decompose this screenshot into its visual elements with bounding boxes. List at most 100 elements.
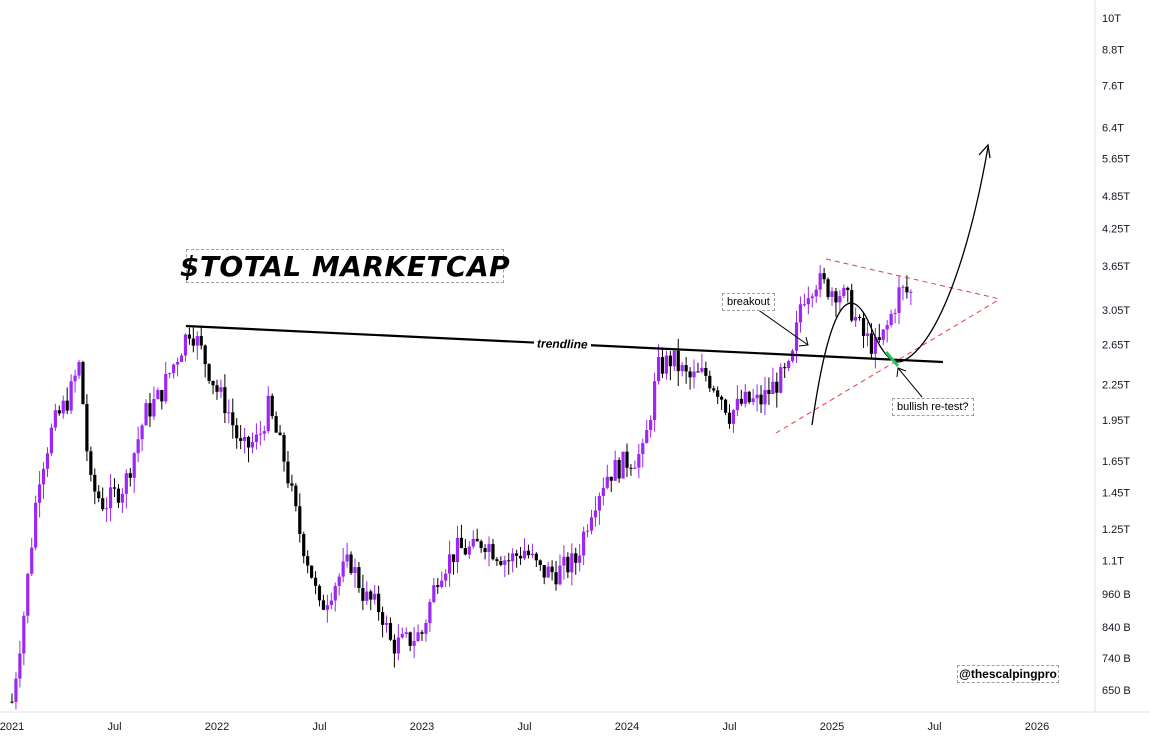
- candle-body: [664, 355, 669, 374]
- time-tick-label: 2024: [615, 721, 639, 733]
- price-tick-label: 2.65T: [1102, 339, 1130, 351]
- candle-body: [412, 641, 416, 646]
- candle-body: [306, 556, 310, 566]
- candle-body: [310, 565, 314, 578]
- candle-body: [735, 398, 739, 411]
- price-tick-label: 8.8T: [1102, 44, 1124, 56]
- projected-path-curve[interactable]: [811, 146, 989, 426]
- candle-body: [518, 555, 523, 559]
- candle-body: [432, 585, 436, 602]
- candle-body: [830, 291, 834, 297]
- candle-body: [353, 567, 357, 574]
- price-tick-label: 960 B: [1102, 589, 1131, 601]
- triangle-lower-line[interactable]: [775, 298, 1001, 434]
- candle-body: [89, 451, 93, 475]
- candle-body: [254, 434, 259, 442]
- candle-body: [649, 420, 653, 431]
- candle-body: [759, 394, 763, 405]
- candle-body: [317, 585, 322, 601]
- candle-body: [85, 403, 89, 452]
- price-axis[interactable]: 10T 8.8T 7.6T 6.4T 5.65T 4.85T 4.25T 3.65T 3.05T…: [1094, 0, 1131, 712]
- candle-body: [696, 371, 700, 373]
- breakout-arrowhead: [798, 336, 809, 347]
- candle-body: [459, 537, 464, 549]
- candle-body: [270, 395, 274, 417]
- candle-body: [700, 368, 704, 372]
- candle-body: [645, 430, 649, 444]
- price-tick-label: 1.45T: [1102, 488, 1130, 500]
- candle-body: [838, 296, 842, 303]
- time-tick-label: 2026: [1025, 721, 1049, 733]
- candle-body: [325, 605, 329, 610]
- candle-body: [262, 431, 266, 434]
- time-tick-label: Jul: [927, 721, 941, 733]
- candle-body: [877, 337, 881, 341]
- price-tick-label: 3.65T: [1102, 261, 1130, 273]
- bullish-retest-callout[interactable]: bullish re-test?: [892, 398, 974, 416]
- price-tick-label: 1.1T: [1102, 556, 1124, 568]
- candle-body: [503, 560, 507, 565]
- candle-body: [365, 591, 369, 601]
- candle-body: [168, 373, 172, 375]
- candle-body: [294, 485, 298, 507]
- candle-body: [680, 365, 684, 372]
- time-tick-label: 2023: [410, 721, 434, 733]
- price-tick-label: 740 B: [1102, 653, 1131, 665]
- candle-body: [404, 632, 408, 634]
- candle-body: [818, 273, 822, 290]
- candle-body: [727, 412, 732, 424]
- candle-body: [656, 357, 661, 382]
- candle-body: [475, 538, 479, 542]
- candle-body: [18, 653, 22, 679]
- candle-body: [723, 399, 728, 413]
- candle-body: [589, 517, 594, 531]
- candle-body: [313, 577, 318, 586]
- chart-title-box[interactable]: $TOTAL MARKETCAP: [180, 249, 510, 283]
- candle-body: [873, 337, 877, 354]
- candle-body: [239, 438, 243, 441]
- price-tick-label: 4.25T: [1102, 223, 1130, 235]
- price-tick-label: 3.05T: [1102, 305, 1130, 317]
- time-axis[interactable]: 2021 Jul 2022 Jul 2023 Jul 2024 Jul 2025 Jul 2026: [0, 711, 1150, 733]
- candle-body: [771, 381, 775, 394]
- triangle-upper-line[interactable]: [825, 258, 1001, 300]
- candle-body: [787, 361, 791, 369]
- candle-body: [613, 460, 617, 481]
- candle-body: [605, 476, 609, 488]
- candle-body: [495, 559, 499, 562]
- candle-body: [231, 412, 235, 426]
- candle-body: [396, 637, 400, 654]
- candle-body: [172, 364, 176, 374]
- candle-body: [321, 600, 326, 610]
- price-tick-label: 1.25T: [1102, 524, 1130, 536]
- candle-body: [191, 338, 195, 346]
- candle-body: [779, 367, 783, 393]
- candle-body: [798, 304, 803, 323]
- candle-body: [223, 387, 227, 414]
- candle-body: [585, 530, 590, 532]
- candle-body: [392, 639, 397, 654]
- candle-body: [416, 632, 420, 642]
- candle-body: [136, 439, 140, 454]
- candle-body: [73, 375, 77, 382]
- candle-body: [436, 585, 440, 588]
- candle-body: [885, 324, 889, 330]
- time-tick-label: Jul: [312, 721, 326, 733]
- candle-body: [889, 313, 893, 325]
- candle-body: [597, 495, 602, 511]
- candle-body: [408, 632, 412, 646]
- candle-body: [34, 502, 38, 548]
- candle-body: [704, 368, 708, 376]
- candle-body: [515, 553, 519, 556]
- candle-body: [846, 287, 850, 290]
- candle-body: [444, 573, 448, 581]
- candle-body: [507, 560, 511, 562]
- retest-highlight: [884, 351, 900, 367]
- candle-body: [676, 350, 680, 372]
- drawings-layer: [185, 143, 1001, 434]
- candle-body: [467, 546, 471, 555]
- candle-body: [156, 390, 160, 400]
- breakout-callout[interactable]: breakout: [722, 293, 775, 311]
- candle-body: [447, 554, 452, 574]
